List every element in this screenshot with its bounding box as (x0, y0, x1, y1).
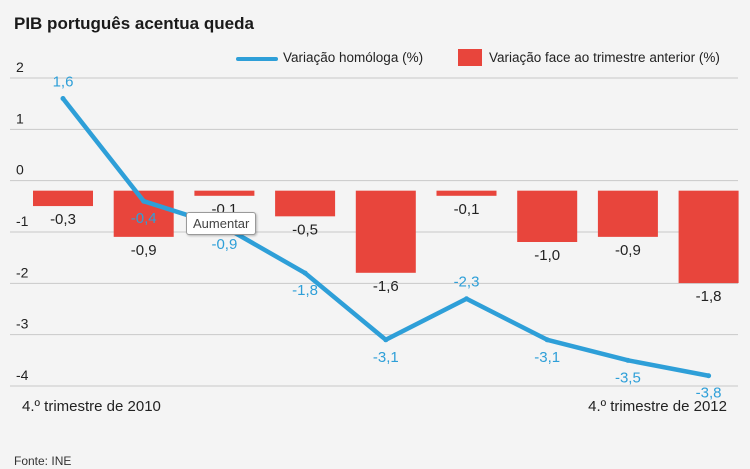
x-tick-label-end: 4.º trimestre de 2012 (588, 398, 727, 415)
legend-line-swatch (236, 57, 278, 61)
line-point (141, 198, 147, 204)
bar-data-label: -1,8 (696, 288, 722, 305)
bar-data-label: -0,1 (454, 201, 480, 218)
chart-title: PIB português acentua queda (14, 14, 254, 33)
legend-bar-swatch (458, 49, 482, 66)
bar-data-label: -0,3 (50, 211, 76, 228)
line-data-label: -0,4 (131, 210, 157, 227)
line-data-label: -3,1 (373, 349, 399, 366)
bar (436, 190, 497, 196)
line-point (464, 296, 469, 302)
bar-data-label: -1,6 (373, 278, 399, 295)
legend-line-label: Variação homóloga (%) (283, 50, 424, 65)
y-tick-label: -3 (16, 316, 29, 332)
y-tick-label: 2 (16, 59, 24, 75)
bar (517, 190, 578, 242)
bar-data-label: -0,9 (615, 242, 641, 259)
x-tick-labels: 4.º trimestre de 2010 4.º trimestre de 20… (22, 398, 727, 415)
line-data-labels: 1,6 -0,4 -0,9 -1,8 -3,1 -2,3 -3,1 -3,5 -3,8 (53, 74, 722, 402)
bar-series (33, 190, 739, 284)
line-data-label: -3,1 (534, 349, 560, 366)
bar (597, 190, 658, 237)
line-point (544, 337, 550, 343)
y-tick-label: -1 (16, 213, 29, 229)
line-point (302, 270, 308, 276)
line-data-label: -1,8 (292, 282, 318, 299)
x-tick-label-start: 4.º trimestre de 2010 (22, 398, 161, 415)
bar (194, 190, 255, 196)
tooltip: Aumentar (186, 212, 257, 235)
y-tick-labels: 2 1 0 -1 -2 -3 -4 (16, 59, 29, 383)
bar (275, 190, 336, 217)
line-point (383, 337, 389, 343)
line-point (706, 373, 712, 379)
y-tick-label: -2 (16, 264, 29, 280)
line-data-label: -3,8 (696, 385, 722, 402)
line-point (625, 357, 631, 363)
line-data-label: -2,3 (454, 274, 480, 291)
line-data-label: -0,9 (211, 236, 237, 253)
bar-data-label: -0,5 (292, 221, 318, 238)
line-data-label: -3,5 (615, 369, 641, 386)
bar (678, 190, 739, 284)
line-data-label: 1,6 (53, 74, 74, 91)
bar-data-label: -0,9 (131, 242, 157, 259)
bar-data-label: -1,0 (534, 247, 560, 264)
line-point (60, 96, 66, 102)
y-tick-label: 0 (16, 162, 24, 178)
bar (355, 190, 416, 273)
source-note: Fonte: INE (14, 454, 72, 468)
y-tick-label: 1 (16, 110, 24, 126)
bar (33, 190, 93, 207)
legend-bar-label: Variação face ao trimestre anterior (%) (489, 50, 720, 65)
y-tick-label: -4 (16, 367, 29, 383)
